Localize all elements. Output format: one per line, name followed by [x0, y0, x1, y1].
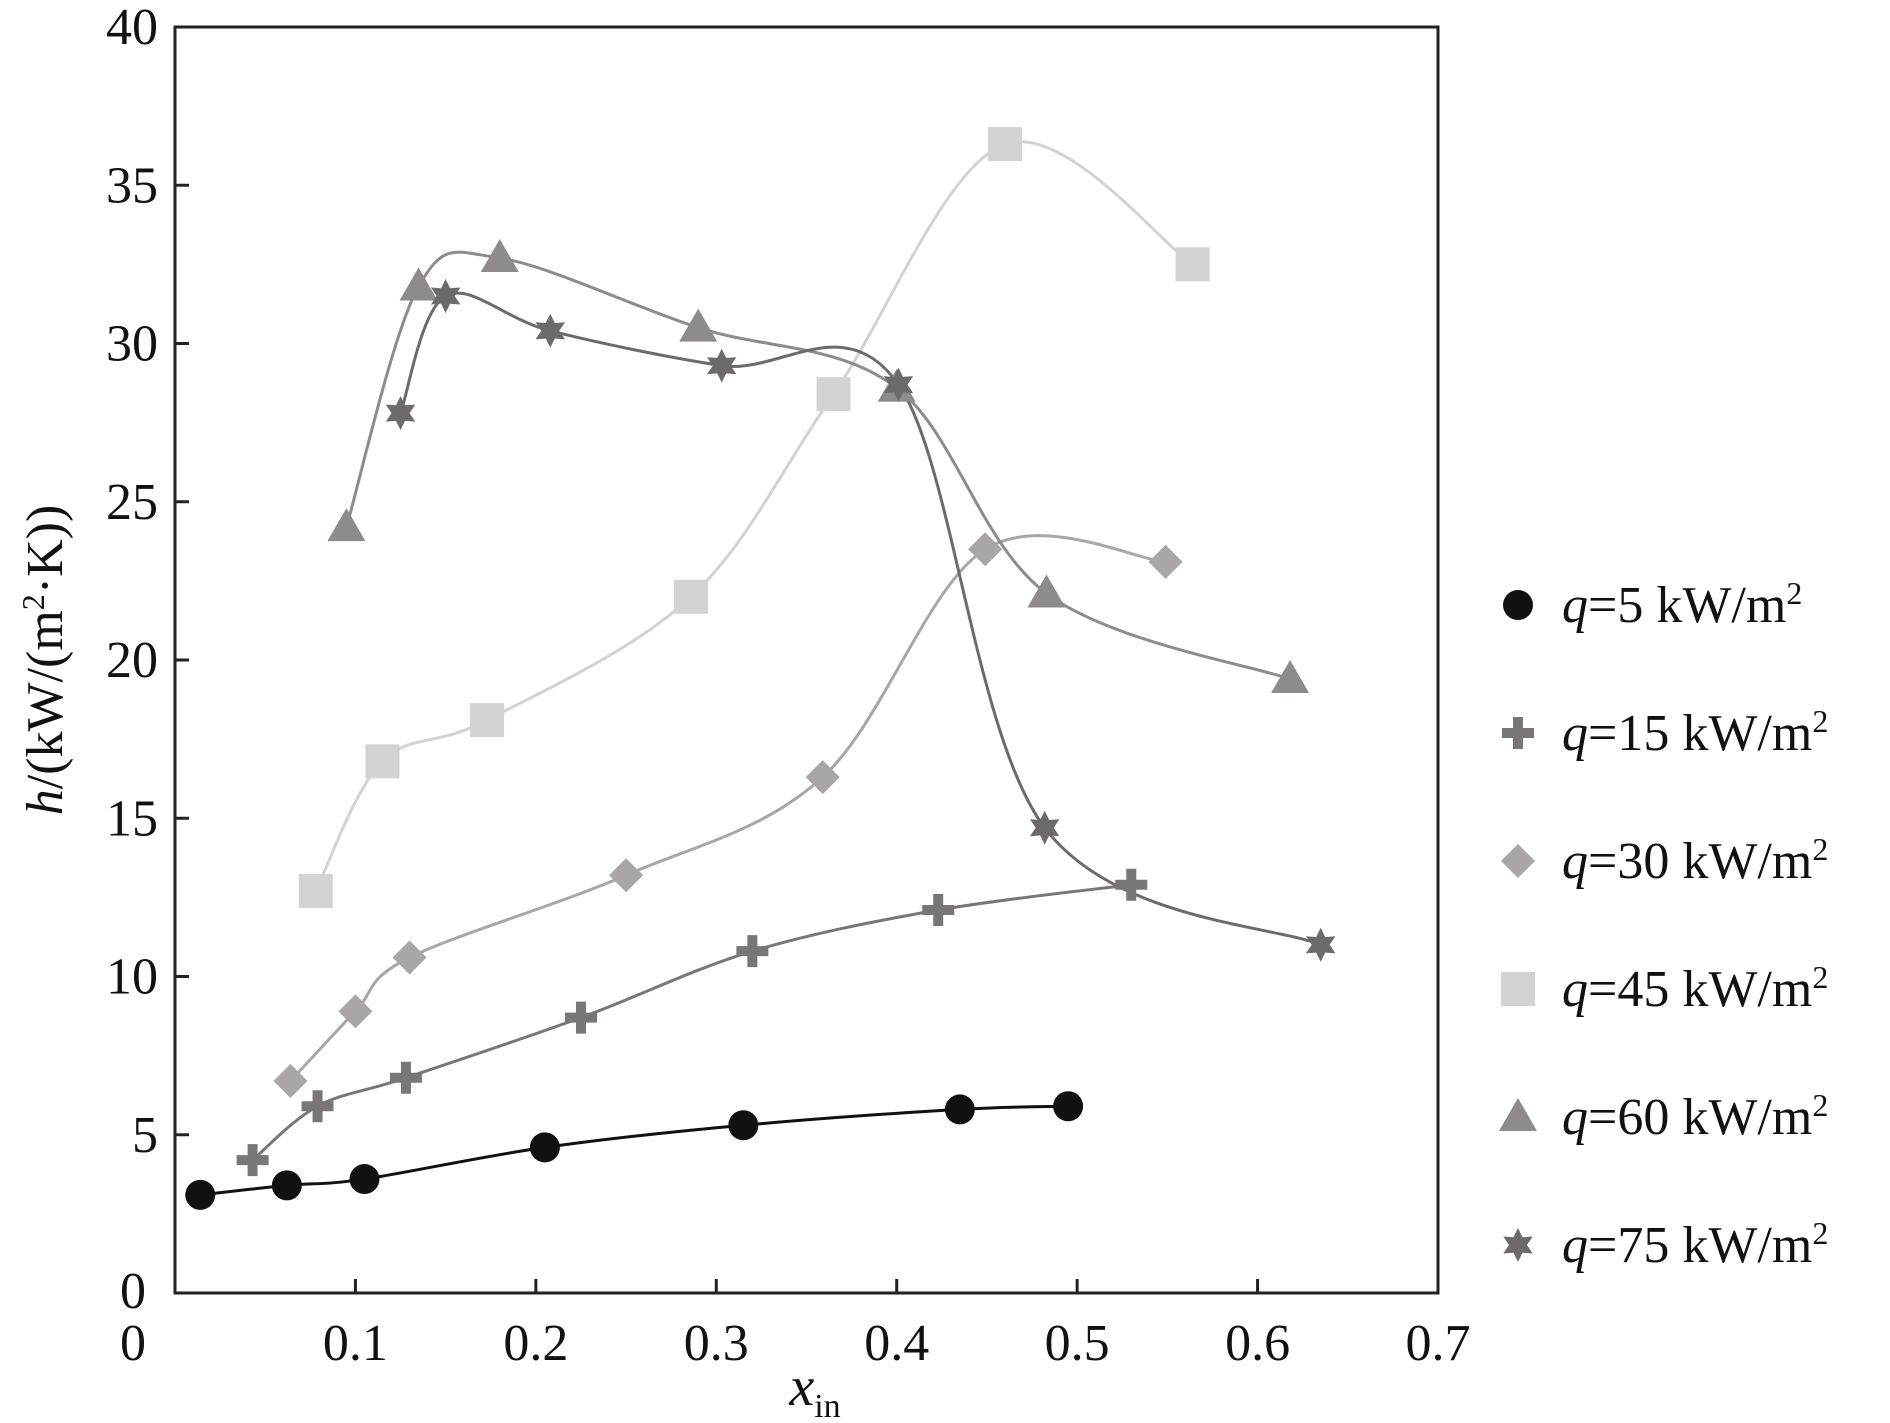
- data-point-square: [298, 874, 333, 909]
- series-line-triangle: [344, 250, 1291, 681]
- data-point-square: [365, 744, 400, 779]
- data-point-triangle: [1271, 659, 1310, 693]
- data-point-circle: [271, 1170, 302, 1201]
- x-axis-ticks: 0 0.1 0.2 0.3 0.4 0.5 0.6 0.7: [120, 1279, 1471, 1372]
- data-point-circle: [349, 1164, 380, 1195]
- x-tick-label: 0.7: [1406, 1315, 1471, 1372]
- y-axis-title-var: h: [17, 789, 74, 815]
- x-tick-label: 0.1: [323, 1315, 388, 1372]
- legend-marker-square: [1501, 972, 1535, 1006]
- plot-frame: [173, 25, 1440, 1295]
- x-tick-label: 0.6: [1225, 1315, 1290, 1372]
- y-axis-title: h/(kW/(m2·K)): [15, 505, 74, 816]
- y-tick-label: 15: [106, 790, 158, 847]
- data-point-star: [883, 367, 914, 402]
- y-origin-label: 0: [120, 1263, 146, 1320]
- data-point-square: [674, 579, 709, 614]
- data-point-diamond: [968, 532, 1003, 567]
- data-point-circle: [728, 1110, 759, 1141]
- data-point-diamond: [805, 760, 840, 795]
- data-point-circle: [944, 1094, 975, 1125]
- data-point-square: [470, 703, 505, 738]
- y-tick-label: 20: [106, 632, 158, 689]
- y-axis-title-unit: /(kW/(m: [17, 610, 74, 789]
- data-point-plus: [922, 894, 955, 927]
- data-point-triangle: [480, 239, 519, 273]
- x-axis-title-main: x: [788, 1356, 814, 1418]
- series-line-plus: [251, 883, 1132, 1162]
- data-point-triangle: [679, 308, 718, 342]
- data-point-star: [707, 348, 737, 383]
- legend-label: q=5 kW/m2: [1562, 575, 1802, 634]
- data-point-star: [1306, 927, 1336, 962]
- x-axis-title-sub: in: [814, 1388, 840, 1423]
- legend-label: q=15 kW/m2: [1562, 703, 1828, 762]
- data-point-diamond: [392, 940, 427, 975]
- legend-marker-diamond: [1501, 844, 1535, 878]
- data-point-circle: [185, 1179, 216, 1210]
- data-point-circle: [529, 1132, 560, 1163]
- data-point-plus: [236, 1144, 269, 1177]
- x-tick-label: 0.5: [1045, 1315, 1110, 1372]
- series-markers: [185, 127, 1336, 1210]
- data-point-star: [1029, 810, 1060, 845]
- legend: q=5 kW/m2 q=15 kW/m2 q=30 kW/m2 q=45 kW/m2 q…: [1499, 575, 1828, 1274]
- y-tick-label: 10: [106, 949, 158, 1006]
- y-axis-title-tail: ·K)): [17, 505, 74, 595]
- legend-label: q=45 kW/m2: [1562, 959, 1828, 1018]
- x-tick-label: 0.2: [503, 1315, 568, 1372]
- legend-marker-triangle: [1499, 1098, 1537, 1131]
- data-point-plus: [564, 1001, 597, 1034]
- data-point-diamond: [273, 1063, 308, 1098]
- data-point-plus: [389, 1061, 422, 1094]
- data-point-square: [1175, 247, 1210, 282]
- x-tick-label: 0: [120, 1315, 146, 1372]
- x-tick-label: 0.4: [864, 1315, 929, 1372]
- y-tick-label: 35: [106, 157, 158, 214]
- series-line-star: [399, 291, 1322, 947]
- legend-marker-plus: [1502, 717, 1534, 749]
- data-point-plus: [1115, 868, 1148, 901]
- x-axis-title: xin: [788, 1356, 840, 1423]
- data-point-diamond: [338, 994, 373, 1029]
- legend-marker-circle: [1503, 590, 1533, 620]
- data-point-square: [987, 127, 1022, 162]
- y-axis-ticks: 5 10 15 20 25 30 35 40: [106, 0, 189, 1164]
- data-point-star: [535, 313, 565, 348]
- y-tick-label: 25: [106, 474, 158, 531]
- data-point-square: [816, 377, 851, 412]
- legend-label: q=30 kW/m2: [1562, 831, 1828, 890]
- series-lines: [200, 140, 1322, 1197]
- y-axis-title-sup: 2: [15, 594, 51, 610]
- data-point-diamond: [1148, 544, 1183, 579]
- data-point-star: [385, 396, 416, 431]
- x-tick-label: 0.3: [684, 1315, 749, 1372]
- data-point-diamond: [609, 858, 644, 893]
- legend-label: q=60 kW/m2: [1562, 1087, 1828, 1146]
- legend-label: q=75 kW/m2: [1562, 1215, 1828, 1274]
- legend-marker-star: [1503, 1228, 1533, 1262]
- y-tick-label: 30: [106, 316, 158, 373]
- series-line-circle: [200, 1104, 1069, 1197]
- data-point-plus: [301, 1090, 334, 1123]
- data-point-plus: [736, 935, 769, 968]
- y-tick-label: 40: [106, 0, 158, 56]
- data-point-triangle: [1027, 574, 1066, 608]
- data-point-triangle: [399, 267, 438, 301]
- data-point-triangle: [327, 508, 366, 542]
- y-tick-label: 5: [132, 1107, 158, 1164]
- data-point-circle: [1053, 1091, 1084, 1122]
- data-point-star: [430, 279, 461, 313]
- series-line-diamond: [289, 534, 1166, 1082]
